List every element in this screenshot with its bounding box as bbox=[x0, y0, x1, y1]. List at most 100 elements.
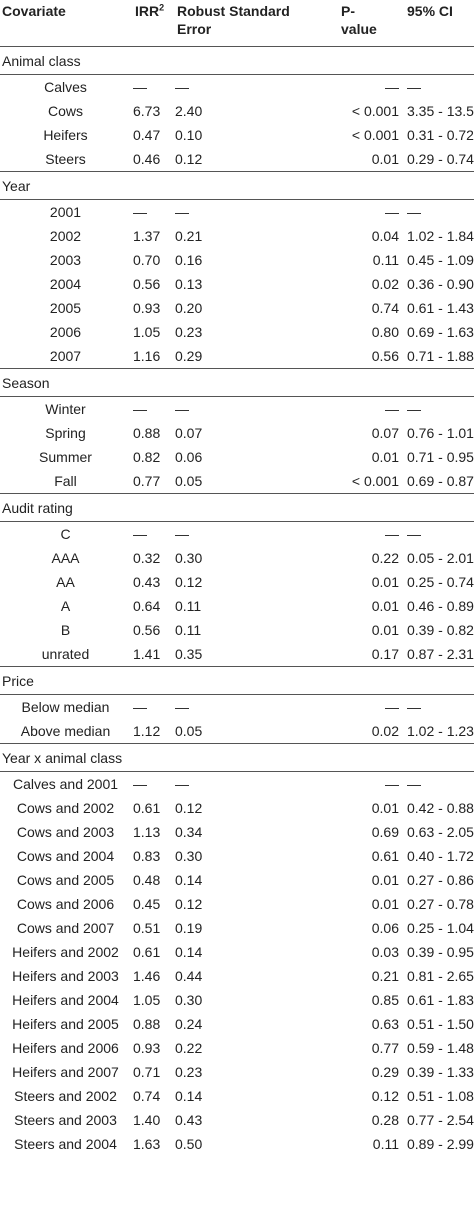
cell: 0.17 bbox=[371, 646, 399, 662]
cell: 6.73 bbox=[133, 103, 161, 119]
cell: Summer bbox=[39, 449, 92, 465]
cell: — bbox=[175, 699, 189, 715]
section-row: Animal class bbox=[0, 46, 474, 75]
cell: 1.41 bbox=[133, 646, 161, 662]
section-row: Audit rating bbox=[0, 493, 474, 522]
data-row: Calves and 2001 — — — — bbox=[0, 772, 474, 797]
cell: Cows and 2006 bbox=[16, 896, 115, 912]
data-row: Fall 0.77 0.05 < 0.001 0.69 - 0.87 bbox=[0, 469, 474, 494]
cell: 1.37 bbox=[133, 228, 161, 244]
cell: 0.93 bbox=[133, 300, 161, 316]
cell: 0.27 - 0.78 bbox=[407, 896, 474, 912]
cell: — bbox=[175, 526, 189, 542]
cell: 0.01 bbox=[371, 896, 399, 912]
cell: 0.39 - 0.95 bbox=[407, 944, 474, 960]
cell: — bbox=[385, 526, 399, 542]
cell: AAA bbox=[51, 550, 80, 566]
cell: 0.14 bbox=[175, 944, 203, 960]
cell: 0.06 bbox=[371, 920, 399, 936]
cell: 0.39 - 1.33 bbox=[407, 1064, 474, 1080]
cell: A bbox=[60, 598, 71, 614]
cell: B bbox=[60, 622, 71, 638]
data-row: 2003 0.70 0.16 0.11 0.45 - 1.09 bbox=[0, 248, 474, 272]
data-row: B 0.56 0.11 0.01 0.39 - 0.82 bbox=[0, 618, 474, 642]
cell: Calves and 2001 bbox=[12, 776, 119, 792]
cell: 0.11 bbox=[372, 252, 399, 268]
section-row: Season bbox=[0, 368, 474, 397]
data-row: Cows and 2004 0.83 0.30 0.61 0.40 - 1.72 bbox=[0, 844, 474, 868]
cell: 0.74 bbox=[371, 300, 399, 316]
cell: Steers bbox=[45, 151, 86, 167]
cell: 0.12 bbox=[175, 151, 203, 167]
data-row: Steers and 2003 1.40 0.43 0.28 0.77 - 2.54 bbox=[0, 1108, 474, 1132]
cell: 0.04 bbox=[371, 228, 399, 244]
cell: Calves bbox=[44, 79, 87, 95]
cell: — bbox=[175, 79, 189, 95]
cell: 0.01 bbox=[371, 598, 399, 614]
section-cell: Season bbox=[0, 368, 474, 397]
cell: Below median bbox=[21, 699, 110, 715]
section-title: Animal class bbox=[2, 53, 81, 69]
cell: 0.77 bbox=[371, 1040, 399, 1056]
cell: 0.93 bbox=[133, 1040, 161, 1056]
cell: 2002 bbox=[49, 228, 82, 244]
cell: — bbox=[385, 204, 399, 220]
cell: 0.61 bbox=[133, 944, 161, 960]
cell: Cows and 2007 bbox=[16, 920, 115, 936]
cell: 2001 bbox=[49, 204, 82, 220]
cell: < 0.001 bbox=[351, 473, 399, 489]
data-row: Heifers and 2004 1.05 0.30 0.85 0.61 - 1.83 bbox=[0, 988, 474, 1012]
cell: 0.05 - 2.01 bbox=[407, 550, 474, 566]
cell: 0.02 bbox=[371, 276, 399, 292]
cell: 0.07 bbox=[175, 425, 203, 441]
data-row: Steers 0.46 0.12 0.01 0.29 - 0.74 bbox=[0, 147, 474, 172]
cell: Heifers bbox=[43, 127, 88, 143]
cell: unrated bbox=[41, 646, 90, 662]
cell: — bbox=[407, 526, 421, 542]
cell: 0.63 bbox=[371, 1016, 399, 1032]
cell: 0.29 bbox=[175, 348, 203, 364]
header-text: IRR bbox=[135, 3, 160, 19]
cell: — bbox=[133, 204, 147, 220]
cell: 0.12 bbox=[175, 800, 203, 816]
cell: 0.44 bbox=[175, 968, 203, 984]
cell: Heifers and 2005 bbox=[12, 1016, 119, 1032]
cell: — bbox=[385, 699, 399, 715]
cell: Cows and 2003 bbox=[16, 824, 115, 840]
cell: 2006 bbox=[49, 324, 82, 340]
data-row: Steers and 2002 0.74 0.14 0.12 0.51 - 1.08 bbox=[0, 1084, 474, 1108]
cell: — bbox=[407, 401, 421, 417]
cell: 0.29 bbox=[371, 1064, 399, 1080]
section-title: Year bbox=[2, 178, 31, 194]
cell: Heifers and 2007 bbox=[12, 1064, 119, 1080]
cell: 0.51 bbox=[133, 920, 161, 936]
data-row: Heifers and 2003 1.46 0.44 0.21 0.81 - 2.65 bbox=[0, 964, 474, 988]
cell: 0.71 bbox=[133, 1064, 161, 1080]
data-row: 2004 0.56 0.13 0.02 0.36 - 0.90 bbox=[0, 272, 474, 296]
cell: 0.05 bbox=[175, 723, 203, 739]
cell: AA bbox=[56, 574, 75, 590]
cell: 0.70 bbox=[133, 252, 161, 268]
data-row: AAA 0.32 0.30 0.22 0.05 - 2.01 bbox=[0, 546, 474, 570]
cell: 3.35 - 13.52 bbox=[407, 103, 474, 119]
table: Covariate IRR2 Robust Standard Error P-v… bbox=[0, 0, 474, 1157]
section-title: Season bbox=[2, 375, 50, 391]
cell: 2.40 bbox=[175, 103, 203, 119]
cell: Winter bbox=[45, 401, 86, 417]
cell: — bbox=[175, 204, 189, 220]
cell: 0.01 bbox=[371, 872, 399, 888]
cell: 0.12 bbox=[175, 896, 203, 912]
cell: 0.13 bbox=[175, 276, 203, 292]
cell: 0.12 bbox=[371, 1088, 399, 1104]
cell: 0.46 bbox=[133, 151, 161, 167]
cell: 0.11 bbox=[372, 1136, 399, 1152]
cell: 0.34 bbox=[175, 824, 203, 840]
table-body: Animal class Calves — — — — Cows 6.73 2.40 < 0.00… bbox=[0, 46, 474, 1157]
data-row: unrated 1.41 0.35 0.17 0.87 - 2.31 bbox=[0, 642, 474, 667]
cell: 1.12 bbox=[133, 723, 161, 739]
cell: 1.05 bbox=[133, 992, 161, 1008]
cell: 0.64 bbox=[133, 598, 161, 614]
cell: Spring bbox=[45, 425, 86, 441]
header-row: Covariate IRR2 Robust Standard Error P-v… bbox=[0, 0, 474, 47]
